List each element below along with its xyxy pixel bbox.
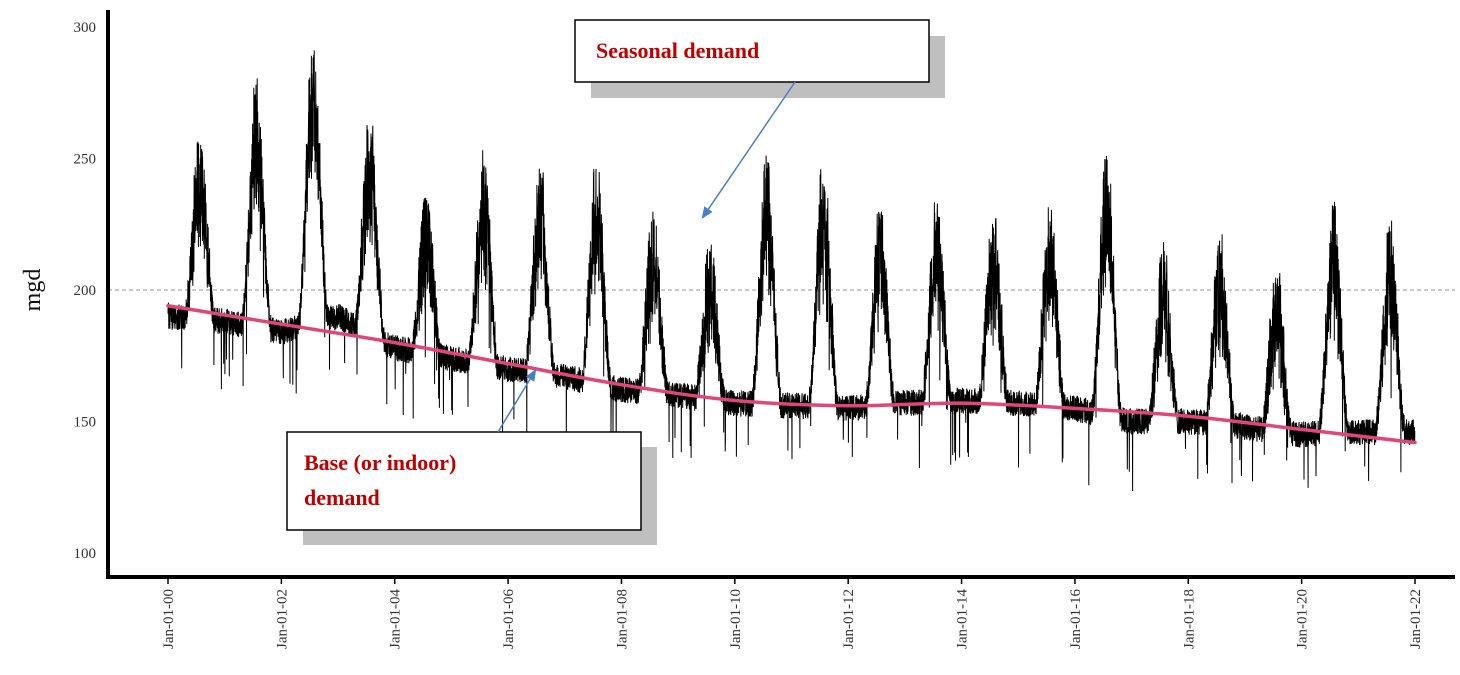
x-tick-label: Jan-01-18 (1181, 589, 1197, 649)
x-tick-label: Jan-01-20 (1295, 589, 1311, 649)
x-tick-label: Jan-01-10 (728, 589, 744, 649)
x-tick-label: Jan-01-04 (388, 589, 404, 649)
base-demand-label-line1: Base (or indoor) (304, 450, 456, 475)
y-tick-label: 300 (74, 20, 97, 36)
x-tick-label: Jan-01-14 (955, 589, 971, 649)
y-tick-label: 250 (74, 152, 97, 168)
x-tick-label: Jan-01-00 (161, 589, 177, 649)
seasonal-demand-arrowhead (701, 206, 713, 219)
base-demand-callout: Base (or indoor) demand (286, 431, 657, 545)
x-tick-label: Jan-01-02 (274, 589, 290, 649)
seasonal-demand-callout: Seasonal demand (574, 19, 945, 98)
x-tick-label: Jan-01-22 (1408, 589, 1424, 649)
x-tick-label: Jan-01-08 (614, 589, 630, 649)
base-demand-label-line2: demand (304, 485, 380, 510)
y-tick-label: 200 (74, 283, 97, 299)
seasonal-demand-arrow (707, 81, 796, 210)
base-demand-arrow (497, 378, 531, 433)
seasonal-demand-label: Seasonal demand (596, 38, 759, 63)
x-tick-label: Jan-01-06 (501, 589, 517, 649)
x-tick-label: Jan-01-16 (1068, 589, 1084, 649)
daily-demand-series (167, 50, 1416, 492)
base-demand-arrowhead (525, 368, 537, 382)
y-tick-label: 100 (74, 546, 97, 562)
base-demand-trend-line (166, 304, 1417, 445)
y-tick-label: 150 (74, 415, 97, 431)
y-axis-label: mgd (20, 269, 46, 312)
x-tick-label: Jan-01-12 (841, 589, 857, 649)
